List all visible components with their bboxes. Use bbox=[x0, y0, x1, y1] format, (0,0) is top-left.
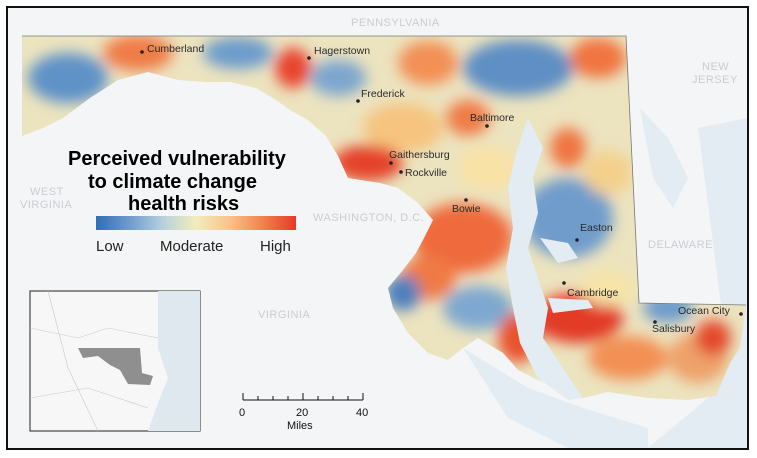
label-pennsylvania: PENNSYLVANIA bbox=[351, 17, 440, 29]
delaware-bay bbox=[640, 108, 688, 208]
city-ocean-city: Ocean City bbox=[678, 305, 743, 317]
scale-tick-0: 0 bbox=[239, 407, 245, 419]
city-label-easton: Easton bbox=[580, 222, 613, 234]
city-label-gaithersburg: Gaithersburg bbox=[389, 149, 450, 161]
city-rockville: Rockville bbox=[399, 167, 447, 179]
map-canvas: PENNSYLVANIA NEW JERSEY WEST VIRGINIA WA… bbox=[8, 8, 747, 448]
city-cumberland: Cumberland bbox=[140, 43, 204, 55]
label-west-virginia-2: VIRGINIA bbox=[20, 199, 72, 211]
inset-maryland-highlight bbox=[78, 348, 153, 385]
label-washington-dc: WASHINGTON, D.C. bbox=[313, 212, 424, 224]
city-baltimore: Baltimore bbox=[470, 112, 515, 128]
city-salisbury: Salisbury bbox=[652, 320, 696, 335]
title-line-3: health risks bbox=[128, 193, 239, 215]
city-label-baltimore: Baltimore bbox=[470, 112, 515, 124]
label-west-virginia-1: WEST bbox=[30, 186, 64, 198]
title-line-2: to climate change bbox=[88, 171, 257, 193]
city-cambridge: Cambridge bbox=[562, 281, 619, 299]
legend-color-bar bbox=[96, 216, 296, 230]
city-gaithersburg: Gaithersburg bbox=[389, 149, 450, 165]
atlantic-ocean bbox=[648, 118, 747, 448]
inset-map bbox=[29, 290, 201, 432]
city-label-cambridge: Cambridge bbox=[567, 287, 619, 299]
inset-coast bbox=[148, 291, 200, 431]
city-label-salisbury: Salisbury bbox=[652, 323, 696, 335]
legend-low-label: Low bbox=[96, 238, 124, 255]
city-label-bowie: Bowie bbox=[452, 203, 481, 215]
city-label-ocean-city: Ocean City bbox=[678, 305, 731, 317]
maryland-heatmap bbox=[22, 35, 747, 400]
state-outline bbox=[22, 35, 747, 306]
city-frederick: Frederick bbox=[356, 88, 406, 103]
legend: Low Moderate High bbox=[96, 216, 296, 255]
legend-moderate-label: Moderate bbox=[160, 238, 223, 255]
label-new-jersey-2: JERSEY bbox=[692, 74, 738, 86]
city-bowie: Bowie bbox=[452, 198, 481, 215]
chesapeake-bay bbox=[506, 118, 583, 400]
city-hagerstown: Hagerstown bbox=[307, 45, 370, 60]
legend-high-label: High bbox=[260, 238, 291, 255]
inset-state-lines bbox=[29, 290, 159, 432]
title-line-1: Perceived vulnerability bbox=[68, 148, 287, 170]
city-label-hagerstown: Hagerstown bbox=[314, 45, 370, 57]
city-easton: Easton bbox=[575, 222, 613, 242]
label-new-jersey-1: NEW bbox=[702, 61, 729, 73]
scale-tick-40: 40 bbox=[356, 407, 368, 419]
bay-inlet-1 bbox=[540, 238, 578, 263]
map-title: Perceived vulnerability to climate chang… bbox=[68, 148, 287, 215]
potomac-lower bbox=[463, 348, 648, 448]
bay-inlet-2 bbox=[548, 298, 593, 313]
scale-tick-20: 20 bbox=[296, 407, 308, 419]
city-label-frederick: Frederick bbox=[361, 88, 406, 100]
label-delaware: DELAWARE bbox=[648, 239, 713, 251]
city-label-cumberland: Cumberland bbox=[147, 43, 204, 55]
scale-unit: Miles bbox=[287, 420, 313, 432]
city-label-rockville: Rockville bbox=[405, 167, 447, 179]
scale-bar bbox=[242, 393, 364, 401]
map-frame: PENNSYLVANIA NEW JERSEY WEST VIRGINIA WA… bbox=[6, 6, 749, 450]
label-virginia: VIRGINIA bbox=[258, 309, 310, 321]
